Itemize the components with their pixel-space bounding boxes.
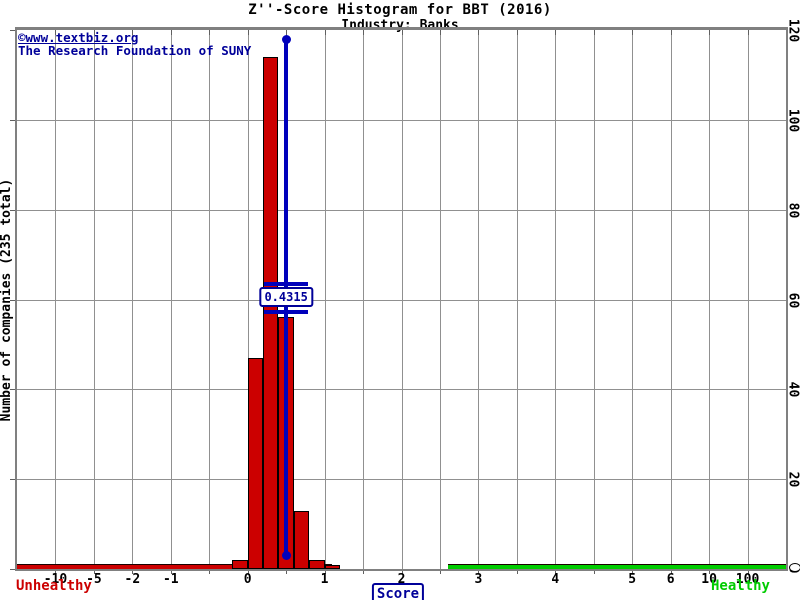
histogram-bar bbox=[293, 510, 310, 569]
x-tick-label: 1 bbox=[320, 572, 329, 587]
x-tick-top bbox=[363, 30, 365, 35]
x-tick-label: 4 bbox=[551, 572, 560, 587]
x-tick-top bbox=[670, 30, 672, 35]
h-gridline bbox=[17, 479, 786, 481]
healthy-zone-line bbox=[447, 564, 786, 569]
x-tick-label: 10 bbox=[701, 572, 717, 587]
x-tick-bottom bbox=[747, 571, 749, 574]
h-gridline bbox=[17, 119, 786, 121]
h-gridline bbox=[17, 389, 786, 391]
h-gridline bbox=[17, 299, 786, 301]
y-tick-label: 100 bbox=[785, 108, 800, 133]
x-tick-top bbox=[55, 30, 57, 35]
x-tick-label: 100 bbox=[735, 572, 760, 587]
x-tick-top bbox=[439, 30, 441, 35]
x-tick-top bbox=[170, 30, 172, 35]
x-tick-bottom bbox=[478, 571, 480, 574]
y-tick-left bbox=[10, 569, 15, 570]
x-tick-bottom bbox=[93, 571, 95, 574]
watermark-link[interactable]: ©www.textbiz.org bbox=[18, 30, 139, 45]
histogram-bar bbox=[324, 564, 340, 569]
x-tick-bottom bbox=[709, 571, 711, 574]
y-tick-left bbox=[10, 389, 15, 391]
score-marker-value: 0.4315 bbox=[259, 287, 313, 307]
x-tick-top bbox=[286, 30, 288, 35]
axis-end-circle-icon bbox=[789, 563, 800, 572]
x-tick-bottom bbox=[209, 571, 211, 574]
y-tick-left bbox=[10, 209, 15, 211]
x-tick-label: 6 bbox=[666, 572, 675, 587]
x-tick-label: 3 bbox=[474, 572, 483, 587]
x-tick-bottom bbox=[324, 571, 326, 574]
x-axis-title: Score bbox=[371, 583, 425, 600]
x-tick-top bbox=[247, 30, 249, 35]
x-tick-bottom bbox=[55, 571, 57, 574]
x-tick-label: 5 bbox=[628, 572, 637, 587]
h-gridline bbox=[17, 209, 786, 211]
watermark-org: The Research Foundation of SUNY bbox=[18, 43, 252, 58]
x-tick-top bbox=[132, 30, 134, 35]
healthy-zone-label: Healthy bbox=[710, 578, 770, 594]
x-tick-bottom bbox=[363, 571, 365, 574]
y-tick-left bbox=[10, 299, 15, 301]
unhealthy-zone-label: Unhealthy bbox=[16, 578, 92, 594]
histogram-bar bbox=[309, 560, 325, 569]
score-marker-upper-whisker bbox=[264, 282, 309, 286]
x-tick-top bbox=[209, 30, 211, 35]
y-tick-left bbox=[10, 30, 15, 31]
x-tick-bottom bbox=[670, 571, 672, 574]
x-tick-bottom bbox=[401, 571, 403, 574]
x-tick-bottom bbox=[555, 571, 557, 574]
y-tick-label: 80 bbox=[785, 202, 800, 218]
x-tick-top bbox=[324, 30, 326, 35]
y-tick-label: 40 bbox=[785, 382, 800, 398]
x-tick-top bbox=[747, 30, 749, 35]
x-tick-bottom bbox=[516, 571, 518, 574]
x-tick-top bbox=[516, 30, 518, 35]
x-tick-top bbox=[632, 30, 634, 35]
histogram-bar bbox=[247, 357, 264, 569]
x-tick-top bbox=[93, 30, 95, 35]
unhealthy-zone-line bbox=[17, 564, 333, 569]
score-marker-lower-whisker bbox=[264, 310, 309, 314]
x-tick-label: -2 bbox=[124, 572, 141, 587]
x-tick-label: -10 bbox=[43, 572, 68, 587]
y-tick-label: 60 bbox=[785, 292, 800, 308]
x-tick-top bbox=[593, 30, 595, 35]
x-tick-top bbox=[709, 30, 711, 35]
x-tick-top bbox=[555, 30, 557, 35]
score-marker-bottom-dot bbox=[281, 551, 291, 560]
score-marker-top-dot bbox=[281, 35, 291, 44]
x-tick-bottom bbox=[593, 571, 595, 574]
x-tick-label: 0 bbox=[243, 572, 252, 587]
x-tick-bottom bbox=[286, 571, 288, 574]
x-tick-bottom bbox=[632, 571, 634, 574]
x-tick-bottom bbox=[247, 571, 249, 574]
x-tick-label: -5 bbox=[86, 572, 102, 587]
chart-title: Z''-Score Histogram for BBT (2016) bbox=[248, 2, 552, 18]
x-tick-bottom bbox=[439, 571, 441, 574]
x-tick-top bbox=[478, 30, 480, 35]
x-tick-label: -1 bbox=[162, 572, 179, 587]
y-tick-label: 120 bbox=[785, 18, 800, 43]
x-tick-label: 2 bbox=[397, 572, 406, 587]
histogram-bar bbox=[232, 560, 248, 569]
y-tick-label: 20 bbox=[785, 471, 800, 488]
x-tick-top bbox=[401, 30, 403, 35]
x-tick-bottom bbox=[132, 571, 134, 574]
y-tick-left bbox=[10, 479, 15, 481]
y-tick-left bbox=[10, 119, 15, 121]
x-tick-bottom bbox=[170, 571, 172, 574]
